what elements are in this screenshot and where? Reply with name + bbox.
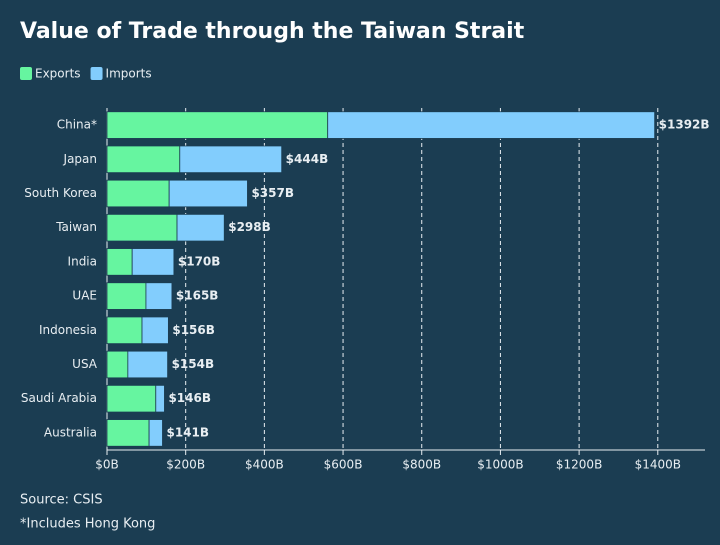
y-tick-label: Saudi Arabia <box>21 391 97 405</box>
bar-segment <box>145 282 173 310</box>
bar-segment <box>106 350 129 379</box>
legend-swatch <box>20 67 32 80</box>
x-tick-label: $1000B <box>477 458 523 472</box>
legend-label: Exports <box>35 67 81 81</box>
total-label: $357B <box>251 186 294 200</box>
bar-segment <box>176 213 225 242</box>
y-tick-label: Australia <box>44 425 97 439</box>
legend-label: Imports <box>106 67 152 81</box>
bar-segment <box>106 111 329 139</box>
x-tick-label: $600B <box>324 458 363 472</box>
x-tick-label: $200B <box>166 458 205 472</box>
y-tick-label: Indonesia <box>39 323 97 337</box>
total-label: $444B <box>286 152 329 166</box>
total-label: $165B <box>176 289 219 303</box>
total-label: $154B <box>172 357 215 371</box>
y-tick-label: Taiwan <box>55 220 97 234</box>
bar-segment <box>127 350 168 379</box>
note: Source: CSIS <box>20 493 103 508</box>
bar-segment <box>106 419 150 447</box>
bar-segment <box>131 248 175 276</box>
chart-title: Value of Trade through the Taiwan Strait <box>20 19 525 44</box>
x-tick-label: $800B <box>402 458 441 472</box>
bar-segment <box>106 179 170 208</box>
bar-segment <box>179 145 283 174</box>
x-tick-label: $400B <box>245 458 284 472</box>
x-tick-label: $0B <box>95 458 119 472</box>
total-label: $141B <box>166 425 209 439</box>
bar-segment <box>106 145 181 174</box>
note: *Includes Hong Kong <box>20 517 155 532</box>
total-label: $146B <box>168 391 211 405</box>
bar-segment <box>106 248 133 276</box>
y-tick-label: China* <box>57 118 97 132</box>
x-tick-label: $1200B <box>556 458 602 472</box>
bar-segment <box>327 111 656 139</box>
total-label: $1392B <box>659 118 710 132</box>
bar-segment <box>141 316 169 345</box>
bar-segment <box>106 282 147 310</box>
bar-segment <box>106 384 157 413</box>
y-tick-label: South Korea <box>24 186 97 200</box>
bar-segment <box>106 316 143 345</box>
y-tick-label: USA <box>72 357 98 371</box>
x-tick-label: $1400B <box>635 458 681 472</box>
total-label: $156B <box>172 323 215 337</box>
y-tick-label: Japan <box>63 152 97 166</box>
total-label: $170B <box>178 254 221 268</box>
bar-segment <box>168 179 248 208</box>
legend-swatch <box>90 67 103 80</box>
bar-segment <box>148 419 163 447</box>
bar-segment <box>155 384 165 413</box>
bar-segment <box>106 213 178 242</box>
y-tick-label: UAE <box>72 289 97 303</box>
y-tick-label: India <box>68 254 97 268</box>
total-label: $298B <box>228 220 271 234</box>
